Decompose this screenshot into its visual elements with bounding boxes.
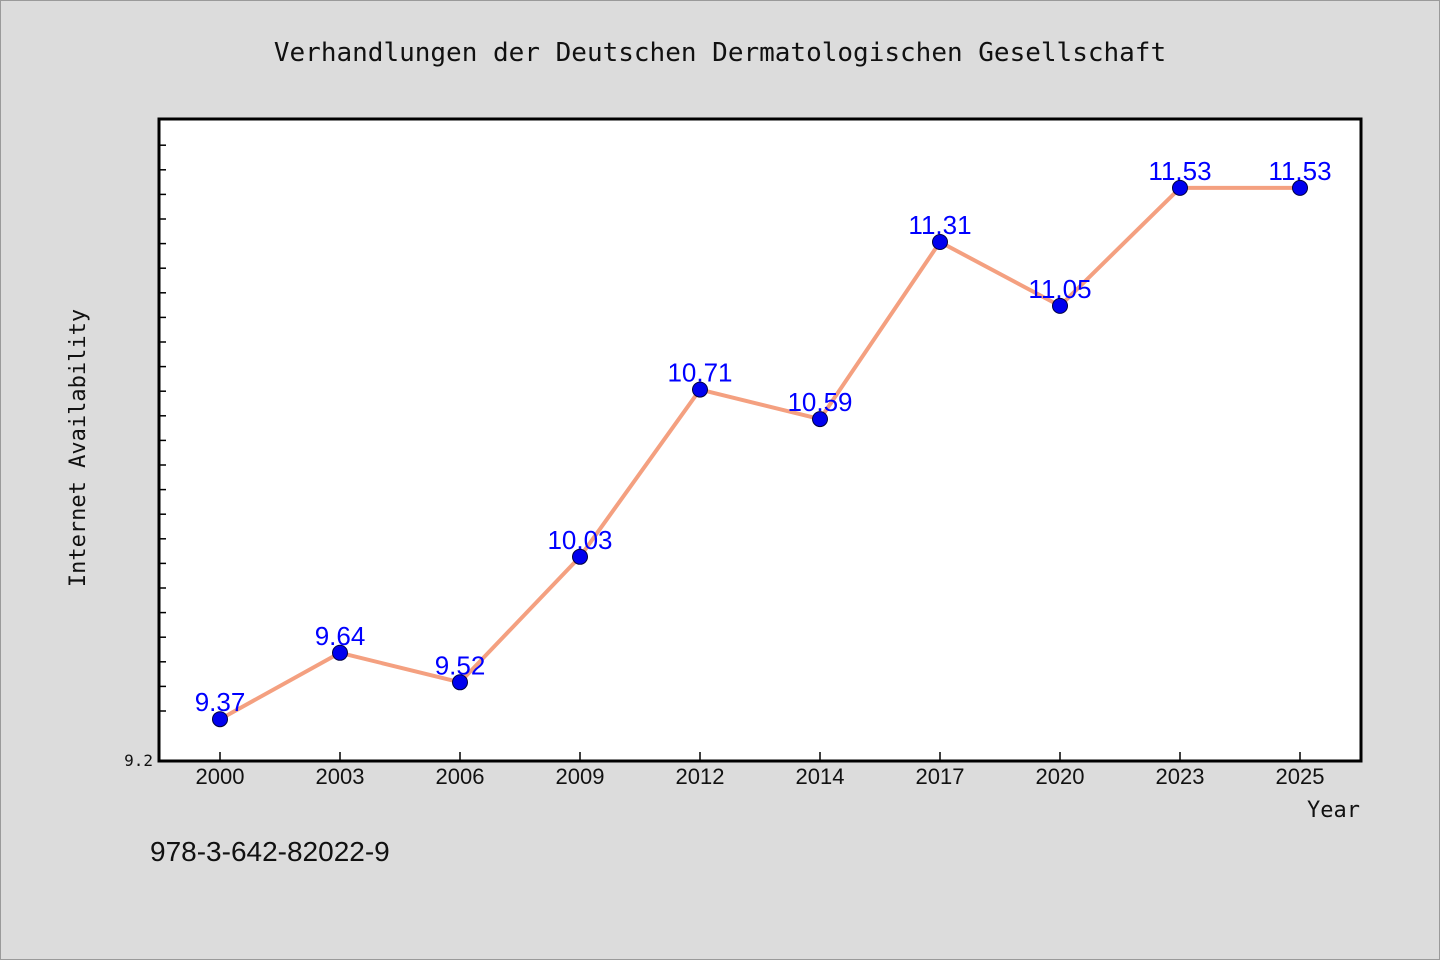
data-label: 9.37	[195, 687, 246, 717]
x-axis-label: Year	[1307, 798, 1360, 823]
data-label: 10.71	[667, 358, 732, 388]
data-labels: 9.37 9.64 9.52 10.03 10.71 10.59 11.31 11.05 11.…	[195, 156, 1332, 717]
data-point	[692, 381, 708, 398]
data-point	[572, 548, 588, 565]
y-axis-tick-labels: 9.2	[124, 751, 153, 770]
data-markers	[212, 179, 1308, 728]
isbn-code: 978-3-642-82022-9	[150, 836, 390, 867]
data-label: 11.53	[1148, 156, 1211, 186]
data-point	[212, 711, 228, 728]
data-label: 10.03	[547, 525, 612, 555]
data-point	[1172, 179, 1188, 196]
y-axis-label: Internet Availability	[66, 309, 91, 587]
x-tick-label: 2000	[196, 764, 245, 789]
x-tick-label: 2023	[1156, 764, 1205, 789]
series-line	[219, 185, 1300, 721]
data-label: 11.31	[908, 210, 971, 240]
x-tick-label: 2020	[1036, 764, 1085, 789]
y-tick-label: 9.2	[124, 751, 153, 770]
data-point	[452, 674, 468, 691]
x-tick-label: 2017	[916, 764, 965, 789]
x-tick-label: 2012	[676, 764, 725, 789]
data-label: 10.59	[787, 387, 852, 417]
x-tick-label: 2014	[796, 764, 845, 789]
data-label: 9.64	[315, 621, 366, 651]
data-label: 11.53	[1268, 156, 1331, 186]
data-label: 9.52	[435, 650, 486, 680]
x-axis-ticks	[219, 752, 1301, 761]
data-point	[332, 644, 348, 661]
chart-title: Verhandlungen der Deutschen Dermatologis…	[274, 38, 1166, 68]
data-point	[1052, 297, 1068, 314]
data-label: 11.05	[1028, 274, 1091, 304]
x-tick-label: 2006	[436, 764, 485, 789]
data-point	[1292, 179, 1308, 196]
x-axis-tick-labels: 2000 2003 2006 2009 2012 2014 2017 2020 2023 2025	[196, 764, 1325, 789]
y-axis-ticks	[159, 144, 166, 712]
x-tick-label: 2009	[556, 764, 605, 789]
plot-area	[157, 117, 1363, 763]
x-tick-label: 2003	[316, 764, 365, 789]
x-tick-label: 2025	[1276, 764, 1325, 789]
data-point	[812, 411, 828, 428]
data-point	[932, 234, 948, 250]
